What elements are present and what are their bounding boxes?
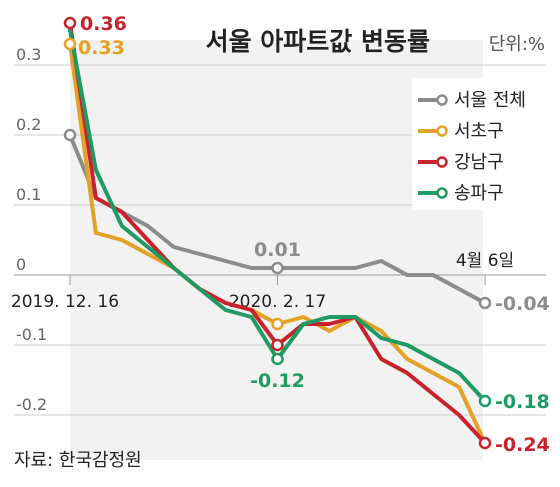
legend-label: 서울 전체 [454, 90, 526, 111]
data-label: -0.24 [495, 434, 550, 456]
data-label: -0.04 [495, 293, 550, 315]
legend-label: 강남구 [454, 152, 504, 173]
legend-swatch-marker [436, 94, 448, 106]
series-marker-2 [63, 37, 77, 51]
series-marker-1 [271, 261, 284, 275]
x-axis-labels: 2019. 12. 16 2020. 2. 17 4월 6일 [11, 251, 514, 312]
legend-label: 서초구 [454, 121, 504, 142]
data-label: -0.18 [495, 391, 550, 413]
marker-layer [63, 16, 492, 450]
legend-swatch-marker [436, 125, 448, 137]
x-axis-label: 2020. 2. 17 [229, 292, 326, 312]
source-label: 자료: 한국감정원 [14, 450, 142, 471]
unit-label: 단위:% [489, 34, 545, 55]
data-label: 0.01 [254, 239, 301, 261]
y-tick-label: 0.1 [16, 185, 41, 204]
legend-swatch-marker [436, 156, 448, 168]
series-marker-2 [271, 317, 284, 331]
series-marker-4 [478, 394, 492, 408]
data-label: 0.33 [78, 37, 125, 59]
series-marker-3 [63, 16, 77, 30]
data-labels: 0.360.33 0.01 -0.12 -0.04 -0.18 -0.24 [78, 13, 550, 456]
series-marker-3 [271, 338, 284, 352]
y-tick-label: 0.2 [16, 115, 41, 134]
y-tick-label: 0.3 [16, 45, 41, 64]
data-label: 0.36 [80, 13, 127, 35]
y-tick-labels: 0.3 0.2 0.1 0 -0.1 -0.2 [16, 45, 47, 414]
y-tick-label: -0.2 [16, 395, 47, 414]
legend-label: 송파구 [454, 183, 504, 204]
chart-title: 서울 아파트값 변동률 [206, 27, 430, 56]
y-tick-label: 0 [16, 255, 26, 274]
data-label: -0.12 [250, 370, 305, 392]
x-axis-label: 2019. 12. 16 [11, 292, 119, 312]
x-axis-label: 4월 6일 [456, 251, 514, 271]
series-marker-1 [478, 296, 492, 310]
series-marker-4 [271, 352, 284, 366]
series-marker-3 [478, 436, 492, 450]
y-tick-label: -0.1 [16, 325, 47, 344]
legend-swatch-marker [436, 187, 448, 199]
series-marker-1 [63, 128, 77, 142]
